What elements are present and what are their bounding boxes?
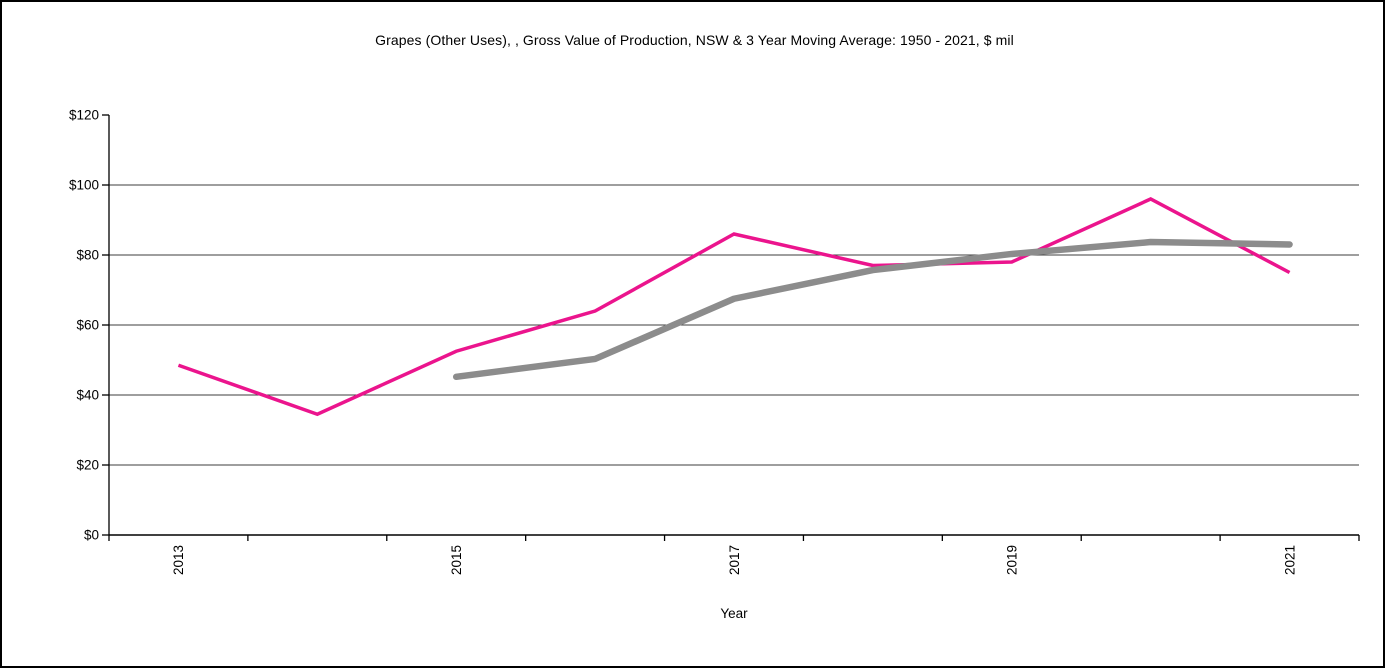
y-axis-tick-label: $100 <box>69 178 99 193</box>
series-line-1 <box>452 238 1293 381</box>
x-axis-tick-label: 2013 <box>171 545 186 575</box>
x-axis-tick-label: 2017 <box>727 545 742 575</box>
x-axis-tick-label: 2015 <box>449 545 464 575</box>
y-axis-tick-label: $60 <box>76 318 99 333</box>
y-axis-tick-label: $120 <box>69 108 99 123</box>
x-axis-tick-label: 2019 <box>1005 545 1020 575</box>
y-axis-tick-label: $80 <box>76 248 99 263</box>
y-axis-tick-label: $20 <box>76 458 99 473</box>
chart-title: Grapes (Other Uses), , Gross Value of Pr… <box>375 32 1014 48</box>
x-axis-title: Year <box>720 606 748 621</box>
x-axis-tick-label: 2021 <box>1282 545 1297 575</box>
series-line-0 <box>177 197 1291 417</box>
y-axis-tick-label: $40 <box>76 388 99 403</box>
y-axis-tick-label: $0 <box>84 528 99 543</box>
